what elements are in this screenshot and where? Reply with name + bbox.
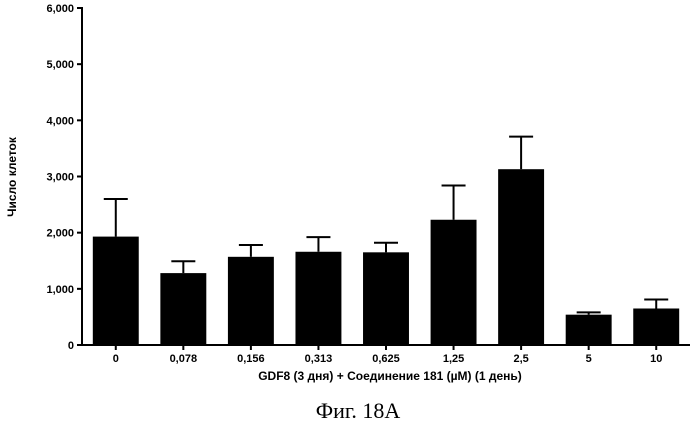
- x-axis-label: GDF8 (3 дня) + Соединение 181 (µM) (1 де…: [258, 369, 522, 383]
- y-tick-label: 1,000: [46, 284, 74, 296]
- x-axis: 0 0,078 0,156 0,313 0,625 1,25 2,5 5 10: [82, 344, 690, 365]
- bars: [92, 169, 680, 345]
- bar: [160, 273, 207, 345]
- y-tick-label: 0: [68, 340, 74, 352]
- y-axis-label: Число клеток: [5, 136, 19, 217]
- x-tick-label: 2,5: [513, 353, 528, 365]
- bar: [430, 219, 477, 345]
- figure-caption: Фиг. 18A: [316, 398, 401, 423]
- y-tick-label: 6,000: [46, 3, 74, 15]
- x-tick-label: 0,625: [372, 353, 400, 365]
- x-tick-label: 0,313: [305, 353, 333, 365]
- y-axis: 0 1,000 2,000 3,000 4,000 5,000 6,000: [46, 3, 83, 352]
- x-tick-label: 10: [650, 353, 662, 365]
- bar: [633, 308, 680, 345]
- y-tick-label: 4,000: [46, 115, 74, 127]
- x-tick-label: 0: [113, 353, 119, 365]
- y-tick-label: 5,000: [46, 59, 74, 71]
- x-tick-label: 0,156: [237, 353, 265, 365]
- bar: [227, 256, 274, 345]
- bar: [295, 251, 342, 345]
- bar: [92, 236, 139, 345]
- bar: [565, 314, 612, 345]
- x-tick-label: 1,25: [443, 353, 464, 365]
- y-tick-label: 2,000: [46, 228, 74, 240]
- bar: [498, 169, 545, 345]
- x-tick-label: 0,078: [170, 353, 198, 365]
- y-tick-label: 3,000: [46, 172, 74, 184]
- error-bars: [103, 135, 669, 315]
- x-tick-label: 5: [586, 353, 592, 365]
- bar: [363, 252, 409, 345]
